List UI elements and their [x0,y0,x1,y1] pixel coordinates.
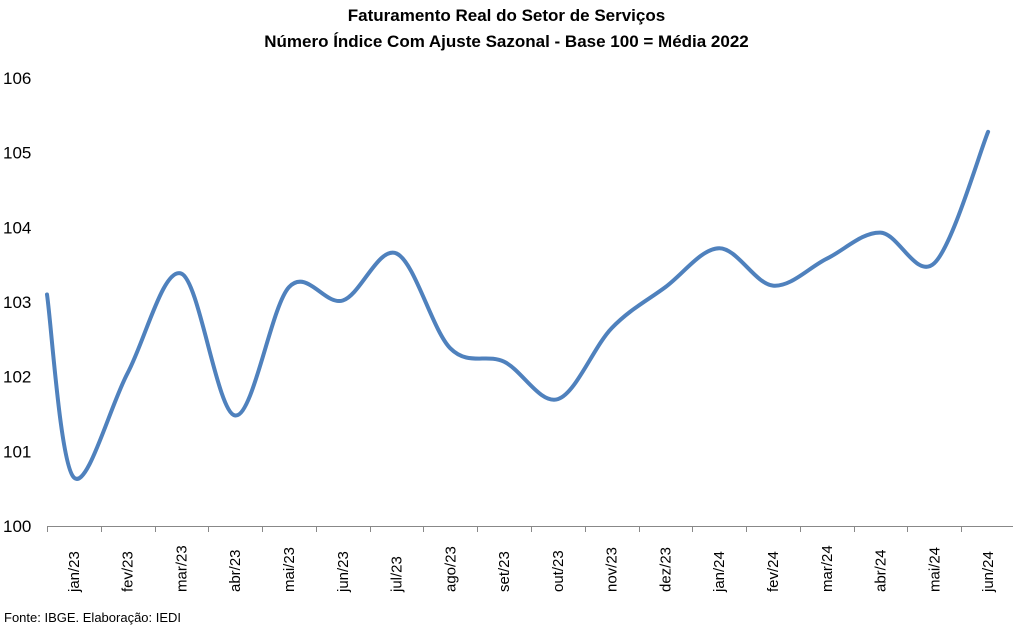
data-point [233,413,237,417]
x-tick-label: jun/23 [335,551,352,593]
data-point [341,299,345,303]
data-point [556,397,560,401]
series-line [45,129,991,481]
x-tick-label: out/23 [550,550,567,592]
x-tick-label: mai/23 [281,547,298,592]
x-tick-label: jan/24 [711,551,728,593]
data-point [448,346,452,350]
data-point [610,326,614,330]
x-tick-label: abr/24 [873,549,890,592]
data-point [663,285,667,289]
x-tick-label: set/23 [496,551,513,592]
chart-title: Faturamento Real do Setor de Serviços [347,6,666,25]
data-point [986,130,990,134]
y-tick-label: 103 [3,293,31,312]
y-tick-label: 101 [3,442,31,461]
x-tick-label: jul/23 [389,556,406,593]
data-point [502,360,506,364]
data-point [879,231,883,235]
y-tick-label: 100 [3,517,31,536]
x-tick-label: fev/23 [120,551,137,592]
data-point [932,261,936,265]
data-point [126,371,130,375]
data-point [825,257,829,261]
x-tick-label: mai/24 [926,547,943,592]
data-point [179,272,183,276]
data-point [72,475,76,479]
source-note: Fonte: IBGE. Elaboração: IEDI [4,610,182,625]
data-point [395,251,399,255]
x-tick-label: mar/23 [173,545,190,592]
data-point [717,246,721,250]
x-tick-label: jun/24 [980,551,997,593]
x-tick-label: mar/24 [819,545,836,592]
data-point [771,284,775,288]
y-tick-label: 102 [3,368,31,387]
x-tick-label: dez/23 [657,547,674,592]
x-tick-label: jan/23 [66,551,83,593]
x-tick-label: fev/24 [765,551,782,592]
x-tick-label: abr/23 [227,549,244,592]
y-tick-label: 106 [3,69,31,88]
x-tick-label: nov/23 [604,547,621,592]
x-tick-label: ago/23 [442,546,459,592]
chart-subtitle: Número Índice Com Ajuste Sazonal - Base … [264,32,749,51]
y-tick-label: 105 [3,144,31,163]
y-tick-label: 104 [3,218,31,237]
data-point [287,285,291,289]
